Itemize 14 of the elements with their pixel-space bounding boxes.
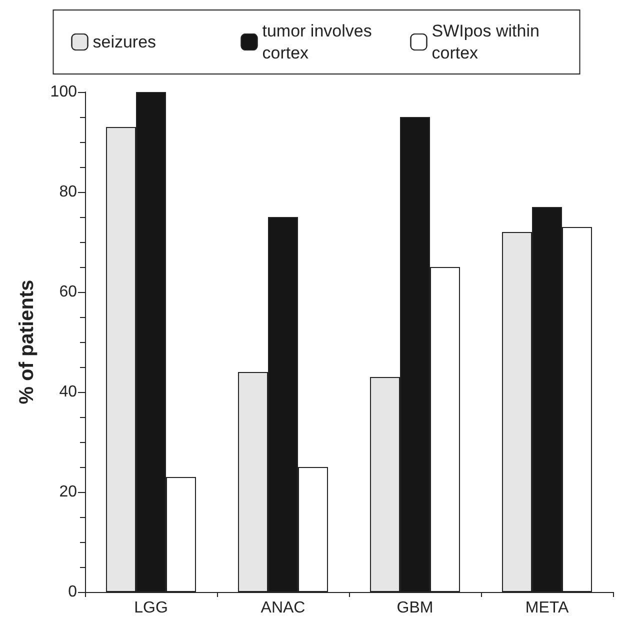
legend-label: tumor involves cortex [262, 22, 377, 62]
x-tick-label: GBM [396, 600, 434, 616]
x-tick-label: ANAC [260, 600, 306, 616]
y-axis-title: % of patients [16, 280, 38, 404]
y-tick-label: 40 [59, 384, 78, 400]
y-tick-label: 0 [68, 584, 78, 600]
x-tick-label: META [525, 600, 569, 616]
y-tick-label: 80 [59, 184, 78, 200]
y-tick-label: 100 [50, 84, 78, 100]
legend-label: SWIpos within cortex [432, 22, 544, 62]
legend-label: seizures [92, 32, 156, 52]
x-tick-label: LGG [134, 600, 168, 616]
y-tick-label: 20 [59, 484, 78, 500]
y-tick-label: 60 [59, 284, 78, 300]
